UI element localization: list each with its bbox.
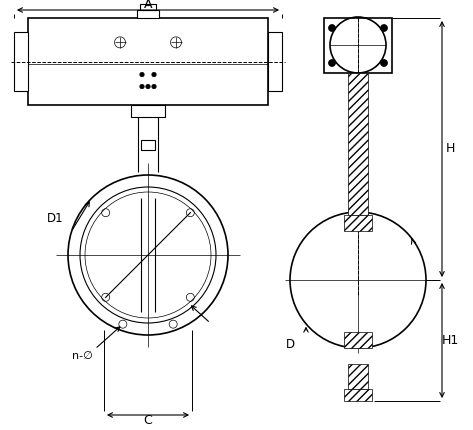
Bar: [344, 389, 372, 401]
Text: A: A: [144, 0, 152, 12]
Bar: [348, 73, 368, 215]
Bar: [140, 4, 156, 10]
Bar: [28, 18, 268, 105]
Bar: [268, 32, 282, 91]
Text: n-∅: n-∅: [72, 351, 93, 361]
Bar: [344, 332, 372, 348]
Circle shape: [380, 25, 387, 31]
Text: H: H: [445, 142, 455, 156]
Bar: [324, 18, 392, 73]
Text: D1: D1: [47, 212, 63, 224]
Bar: [141, 140, 155, 150]
Text: H1: H1: [441, 334, 459, 347]
Circle shape: [140, 84, 144, 89]
Bar: [137, 10, 159, 18]
Circle shape: [152, 72, 156, 77]
Circle shape: [140, 72, 144, 77]
Bar: [131, 105, 165, 117]
Bar: [344, 215, 372, 231]
Bar: [14, 32, 28, 91]
Circle shape: [329, 59, 335, 67]
Circle shape: [380, 59, 387, 67]
Circle shape: [329, 25, 335, 31]
Text: C: C: [144, 415, 152, 427]
Text: D: D: [285, 338, 295, 351]
Circle shape: [146, 84, 150, 89]
Circle shape: [152, 84, 156, 89]
Bar: [348, 364, 368, 389]
